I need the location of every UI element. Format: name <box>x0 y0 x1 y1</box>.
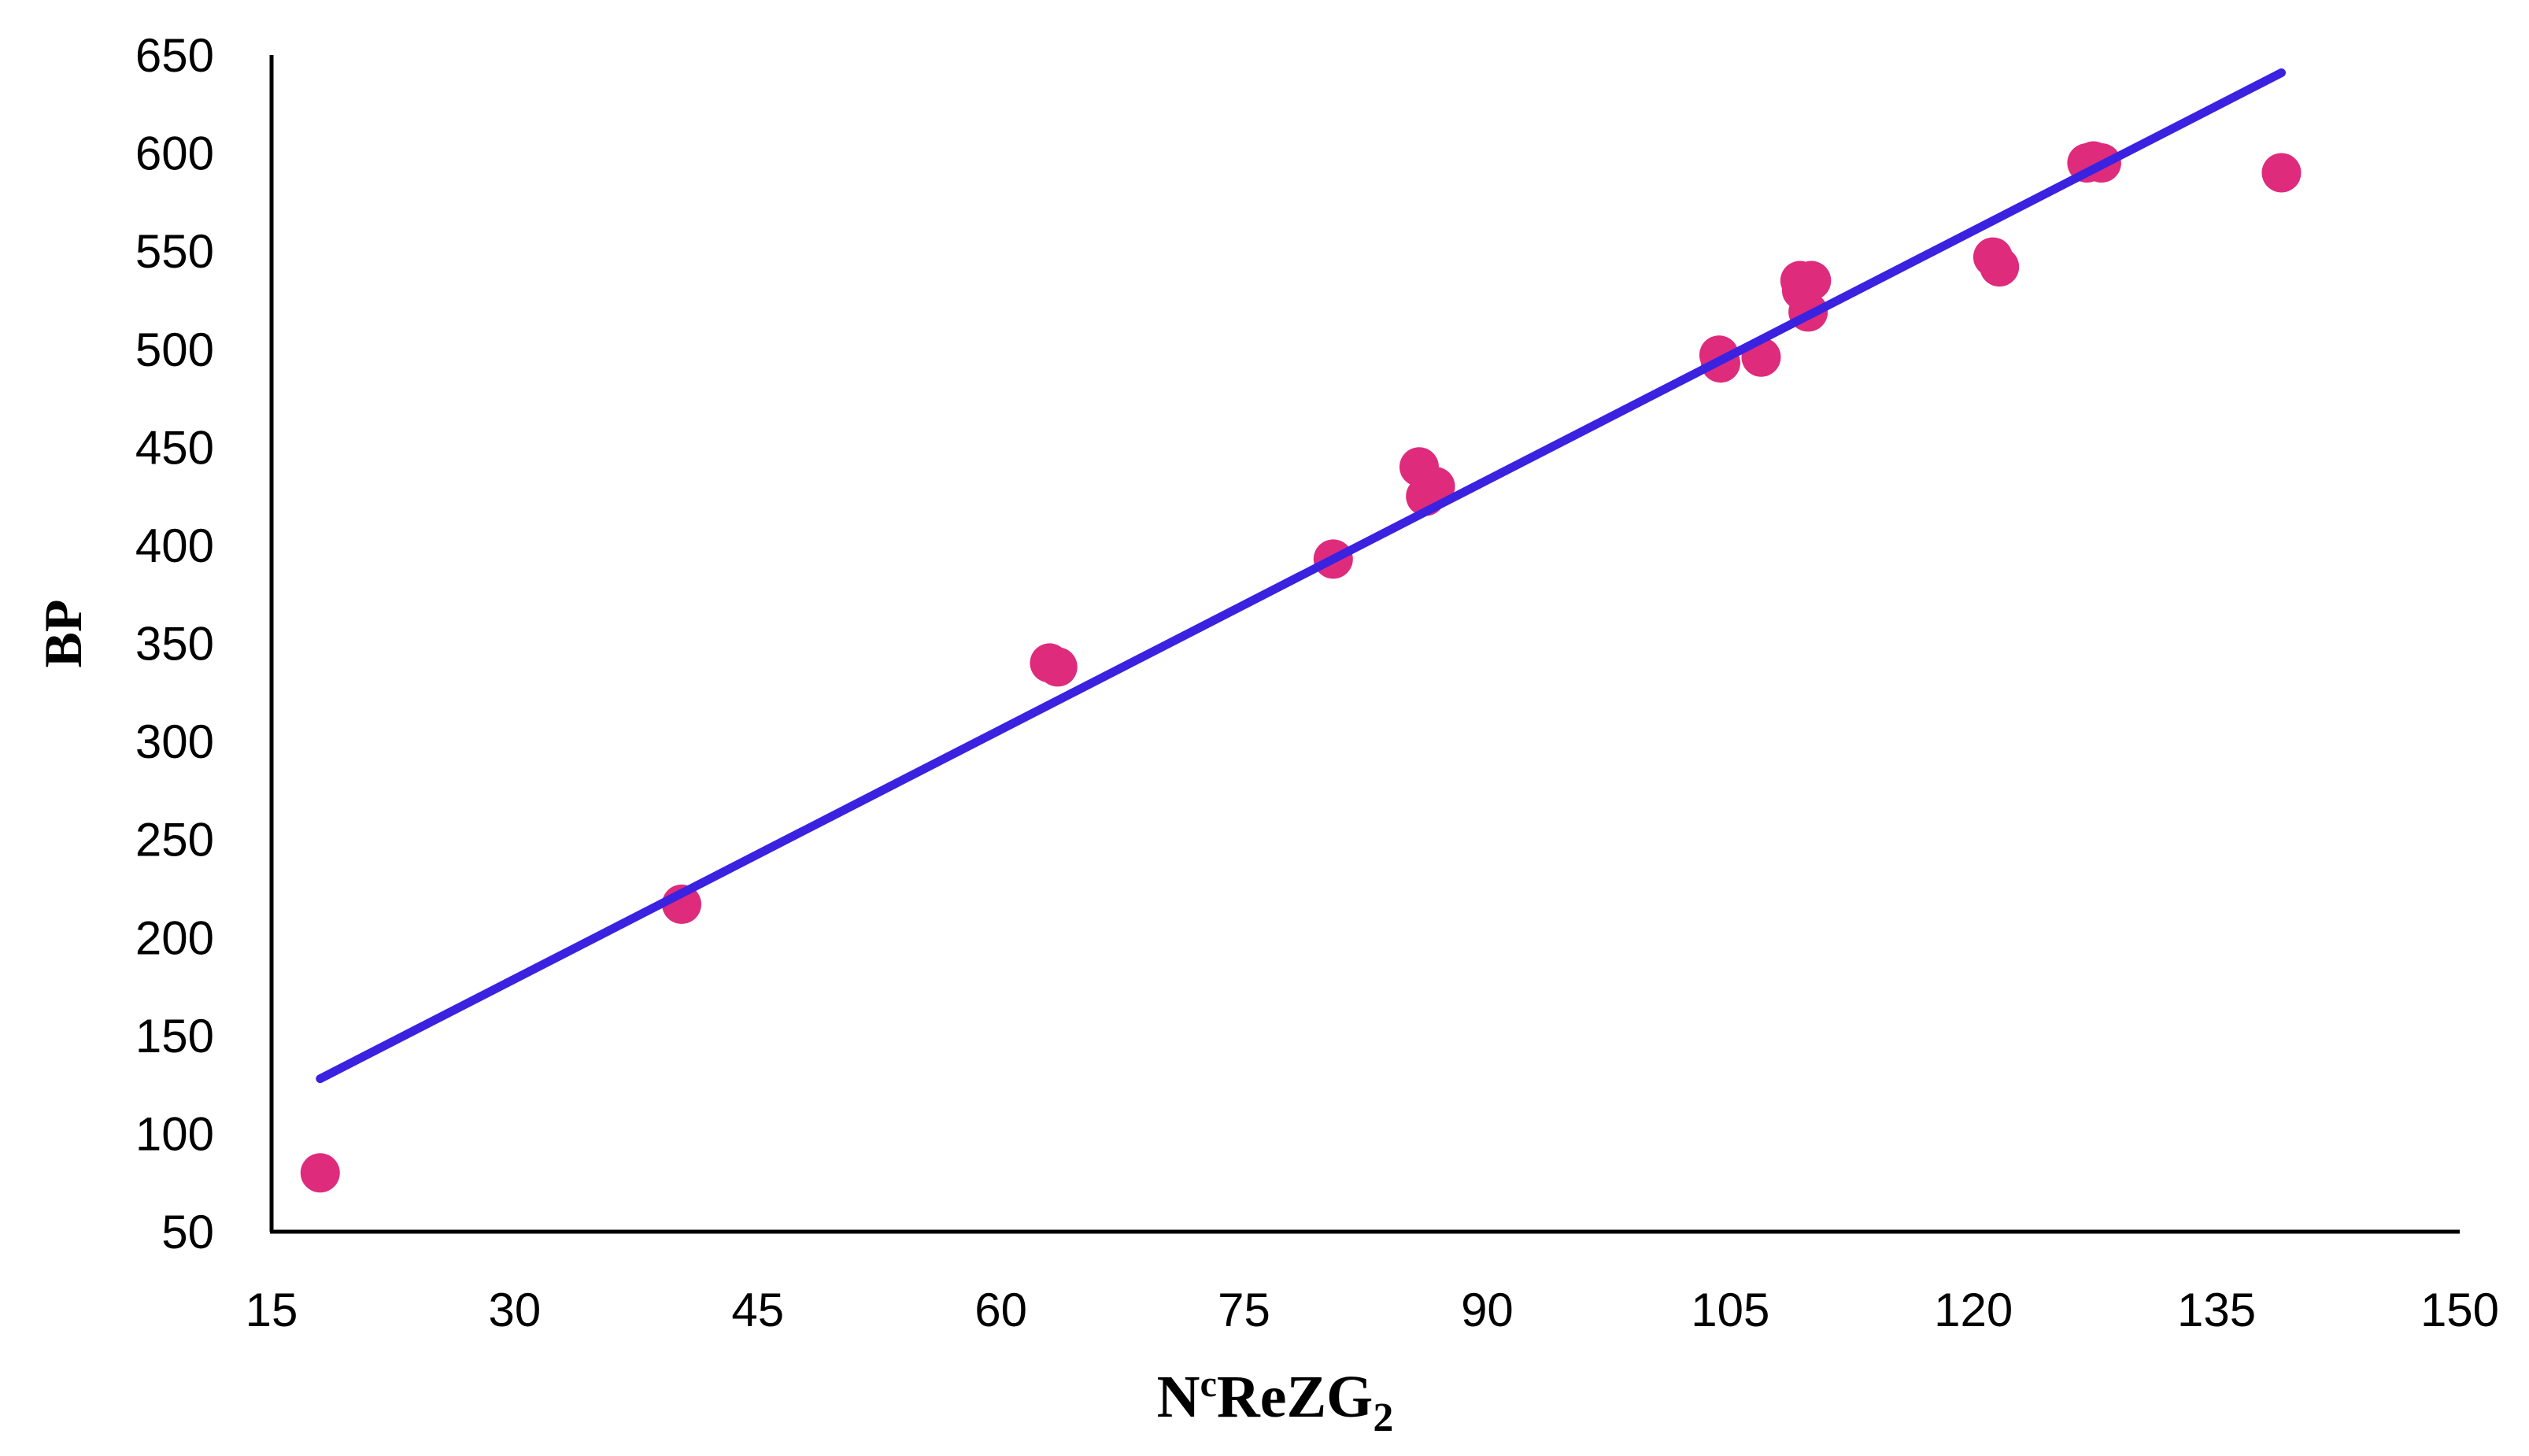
x-axis-title-subscript: 2 <box>1373 1395 1393 1440</box>
x-tick-label: 30 <box>489 1284 542 1336</box>
data-point <box>1791 261 1832 301</box>
x-axis-title-main: ReZG <box>1217 1364 1373 1430</box>
x-axis: 15 30 45 60 75 90 105 120 135 150 <box>246 1229 2499 1336</box>
x-tick-label: 150 <box>2420 1284 2499 1336</box>
x-axis-title-base: N <box>1157 1364 1200 1430</box>
y-tick-label: 650 <box>135 29 214 82</box>
y-axis: 50 100 150 200 250 300 350 400 450 500 550 600 650 <box>135 29 274 1258</box>
x-tick-label: 15 <box>246 1284 298 1336</box>
data-point <box>300 1153 340 1193</box>
x-tick-label: 135 <box>2177 1284 2256 1336</box>
trendline-group <box>316 68 2286 1084</box>
y-tick-label: 350 <box>135 618 214 671</box>
x-axis-title-superscript: c <box>1200 1363 1217 1405</box>
y-tick-label: 500 <box>135 323 214 376</box>
y-tick-label: 600 <box>135 127 214 180</box>
trendline <box>316 68 2286 1084</box>
y-tick-label: 550 <box>135 225 214 278</box>
y-tick-label: 400 <box>135 519 214 572</box>
y-tick-label: 200 <box>135 911 214 964</box>
data-point <box>2261 153 2302 193</box>
x-tick-label: 60 <box>974 1284 1027 1336</box>
x-tick-label: 75 <box>1218 1284 1270 1336</box>
x-tick-label: 120 <box>1934 1284 2013 1336</box>
x-axis-title: NcReZG2 <box>1157 1363 1394 1440</box>
y-tick-label: 250 <box>135 814 214 867</box>
data-point <box>1980 247 2020 287</box>
y-tick-label: 100 <box>135 1107 214 1160</box>
y-tick-label: 450 <box>135 421 214 474</box>
x-tick-label: 105 <box>1691 1284 1769 1336</box>
y-axis-title: BP <box>33 600 93 668</box>
data-point <box>1037 647 1078 687</box>
y-tick-label: 50 <box>161 1206 214 1258</box>
y-tick-label: 150 <box>135 1010 214 1062</box>
y-tick-label: 300 <box>135 715 214 768</box>
x-tick-label: 90 <box>1461 1284 1514 1336</box>
x-tick-label: 45 <box>731 1284 784 1336</box>
data-point <box>1415 467 1455 507</box>
scatter-points <box>300 141 2302 1193</box>
